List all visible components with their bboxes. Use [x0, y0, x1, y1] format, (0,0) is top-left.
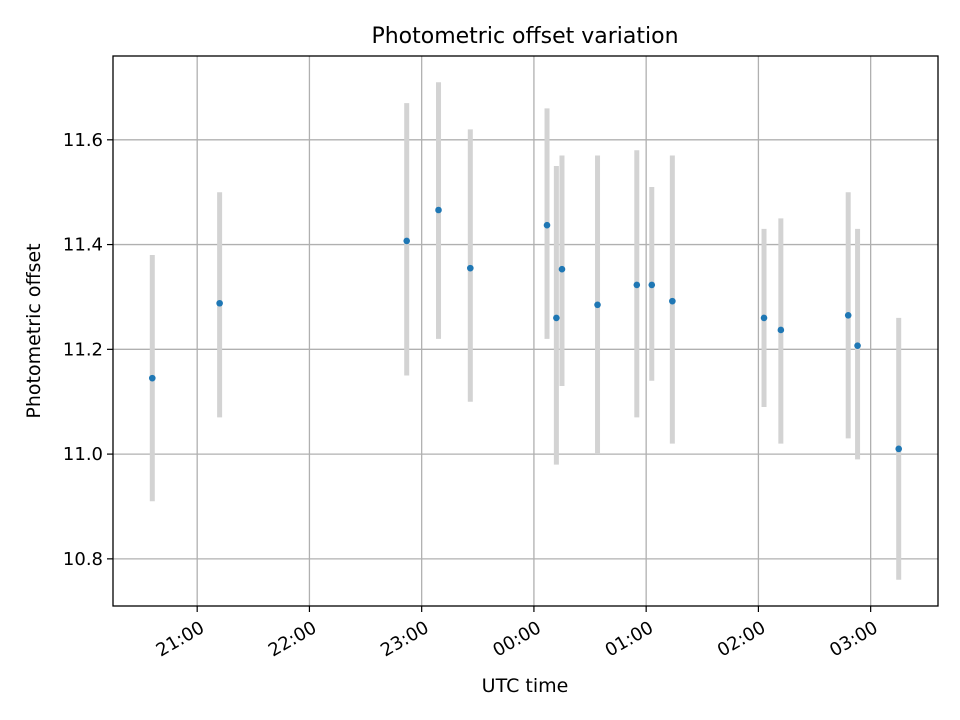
- grid: [113, 56, 938, 606]
- y-tick-label: 11.4: [63, 235, 103, 256]
- data-point: [553, 314, 560, 322]
- data-point: [669, 297, 676, 305]
- y-axis-ticks: 10.8 11.0 11.2 11.4 11.6: [63, 130, 113, 570]
- data-point: [543, 221, 551, 229]
- y-tick-label: 10.8: [63, 549, 103, 570]
- chart-title: Photometric offset variation: [371, 24, 678, 49]
- x-axis-label: UTC time: [482, 675, 569, 697]
- data-point: [844, 311, 852, 319]
- data-point: [148, 374, 156, 382]
- data-point: [633, 281, 641, 289]
- data-point: [854, 342, 861, 349]
- data-point: [760, 314, 768, 322]
- data-point: [435, 206, 442, 214]
- y-tick-label: 11.0: [63, 444, 103, 465]
- data-point: [403, 237, 411, 245]
- data-point: [648, 281, 656, 289]
- data-point: [467, 264, 474, 272]
- data-point: [594, 301, 601, 309]
- y-tick-label: 11.6: [63, 130, 103, 151]
- y-axis-label: Photometric offset: [23, 243, 45, 418]
- data-point: [558, 265, 566, 273]
- data-point: [216, 299, 223, 307]
- plot-frame: [112, 55, 939, 607]
- data-point: [777, 326, 785, 334]
- data-point: [895, 445, 903, 453]
- data-points: [148, 206, 903, 453]
- y-tick-label: 11.2: [63, 339, 103, 360]
